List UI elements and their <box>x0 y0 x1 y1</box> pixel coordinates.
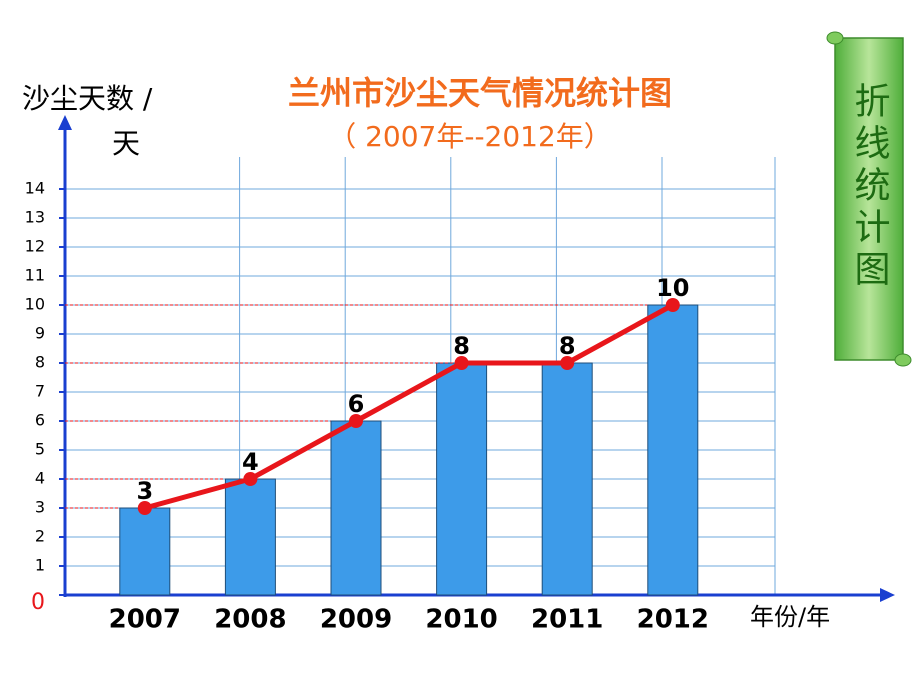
x-tick-label: 2007 <box>109 605 181 635</box>
y-axis-arrow <box>58 115 72 130</box>
y-tick-label: 11 <box>25 266 45 285</box>
y-tick-label: 2 <box>35 527 45 546</box>
banner-body <box>834 37 904 361</box>
value-label: 4 <box>242 448 259 476</box>
banner-curl <box>826 31 844 45</box>
bar <box>436 362 488 596</box>
y-tick-label: 0 <box>31 590 45 615</box>
x-tick-label: 2009 <box>320 605 392 635</box>
line-point <box>665 298 680 312</box>
value-label: 8 <box>559 332 576 360</box>
bar <box>119 507 171 596</box>
x-axis-label: 年份/年 <box>750 603 830 631</box>
x-tick-label: 2010 <box>425 605 497 635</box>
y-tick-label: 3 <box>35 498 45 517</box>
value-label: 8 <box>453 332 470 360</box>
y-tick-label: 14 <box>25 179 45 198</box>
bar <box>541 362 593 596</box>
y-tick-label: 5 <box>35 440 45 459</box>
bar <box>647 304 699 596</box>
y-tick-label: 6 <box>35 411 45 430</box>
line-point <box>560 356 575 370</box>
chart-subtitle: （ 2007年--2012年） <box>328 120 612 153</box>
line-point <box>137 501 152 515</box>
y-tick-label: 4 <box>35 469 45 488</box>
x-tick-label: 2011 <box>531 605 603 635</box>
x-axis-arrow <box>880 588 895 602</box>
side-label: 折线统计图 <box>849 82 890 292</box>
line-point <box>349 414 363 428</box>
y-axis-label: 天 <box>112 127 140 160</box>
y-tick-label: 1 <box>35 556 45 575</box>
side-banner: 折线统计图 <box>826 31 912 367</box>
line-point <box>454 356 469 370</box>
y-tick-label: 9 <box>35 324 45 343</box>
x-tick-label: 2012 <box>637 605 709 635</box>
y-axis-label: 沙尘天数 / <box>22 82 153 115</box>
banner-curl <box>894 353 912 367</box>
value-label: 3 <box>136 477 153 505</box>
y-tick-label: 10 <box>25 295 45 314</box>
y-tick-label: 7 <box>35 382 45 401</box>
value-label: 6 <box>348 390 365 418</box>
line <box>144 302 675 511</box>
x-tick-label: 2008 <box>214 605 286 635</box>
line-point <box>243 472 258 486</box>
bar <box>224 478 276 596</box>
chart-title: 兰州市沙尘天气情况统计图 <box>288 74 672 112</box>
value-label: 10 <box>656 274 689 302</box>
bar <box>330 420 382 596</box>
y-tick-label: 12 <box>25 237 45 256</box>
y-tick-label: 13 <box>25 208 45 227</box>
y-tick-label: 8 <box>35 353 45 372</box>
